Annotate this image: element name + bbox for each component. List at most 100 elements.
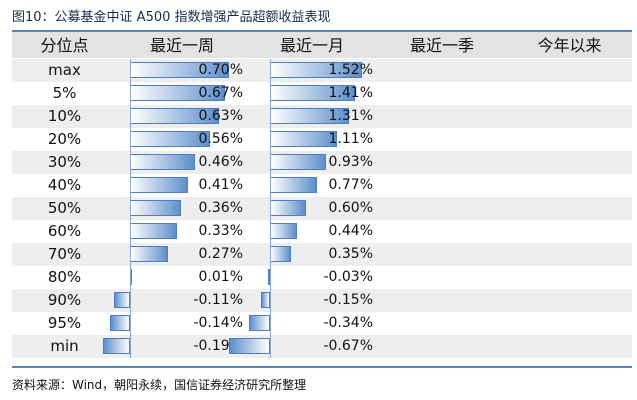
table-row: 90% -0.11% -0.15% (12, 289, 632, 312)
month-data-bar (270, 200, 307, 216)
table-row: 5% 0.67% 1.41% (12, 82, 632, 105)
month-value: -0.15% (323, 292, 373, 308)
percentile-label: 90% (47, 291, 82, 309)
week-cell: -0.14% (110, 312, 247, 335)
header-week: 最近一周 (149, 36, 214, 55)
week-cell: 0.46% (117, 151, 247, 174)
month-data-bar (249, 315, 270, 331)
month-cell: 0.77% (247, 174, 377, 197)
table-row: min -0.19% -0.67% (12, 335, 632, 358)
week-value: 0.67% (198, 85, 243, 101)
week-cell: 0.36% (117, 197, 247, 220)
table-row: 10% 0.63% 1.31% (12, 105, 632, 128)
percentile-label: 30% (47, 153, 82, 171)
month-value: -0.03% (323, 269, 373, 285)
month-value: 0.35% (328, 246, 373, 262)
week-cell: -0.11% (114, 289, 247, 312)
month-data-bar (270, 154, 327, 170)
bottom-rule (12, 366, 632, 368)
week-value: 0.01% (198, 269, 243, 285)
month-data-bar (270, 223, 297, 239)
table-row: 80% 0.01% -0.03% (12, 266, 632, 289)
week-data-bar (130, 223, 177, 239)
month-cell: 1.11% (247, 128, 377, 151)
week-value: 0.36% (198, 200, 243, 216)
month-value: -0.34% (323, 315, 373, 331)
source-note: 资料来源：Wind，朝阳永续，国信证券经济研究所整理 (12, 378, 307, 392)
week-data-bar (130, 177, 189, 193)
month-data-bar (260, 292, 270, 308)
percentile-label: 20% (47, 130, 82, 148)
week-value: 0.63% (198, 108, 243, 124)
week-data-bar (110, 315, 130, 331)
month-cell: -0.15% (247, 289, 377, 312)
week-value: 0.33% (198, 223, 243, 239)
table-row: 30% 0.46% 0.93% (12, 151, 632, 174)
month-data-bar (270, 131, 338, 147)
month-value: 1.31% (328, 108, 373, 124)
percentile-label: 95% (47, 314, 82, 332)
week-value: 0.46% (198, 154, 243, 170)
month-cell: -0.03% (247, 266, 377, 289)
table-row: 40% 0.41% 0.77% (12, 174, 632, 197)
month-data-bar (270, 246, 292, 262)
month-value: 0.44% (328, 223, 373, 239)
percentile-label: 70% (47, 245, 82, 263)
month-cell: -0.34% (247, 312, 377, 335)
week-data-bar (130, 154, 196, 170)
month-cell: 0.93% (247, 151, 377, 174)
month-value: 1.11% (328, 131, 373, 147)
month-data-bar (270, 177, 317, 193)
table-row: 95% -0.14% -0.34% (12, 312, 632, 335)
week-cell: 0.63% (117, 105, 247, 128)
week-zero-axis (130, 59, 131, 358)
month-cell: 1.31% (247, 105, 377, 128)
week-cell: 0.41% (117, 174, 247, 197)
figure-title: 图10：公募基金中证 A500 指数增强产品超额收益表现 (12, 10, 331, 25)
week-cell: 0.27% (117, 243, 247, 266)
table-row: 50% 0.36% 0.60% (12, 197, 632, 220)
week-data-bar (130, 200, 182, 216)
week-cell: 0.01% (117, 266, 247, 289)
percentile-label: 80% (47, 268, 82, 286)
month-data-bar (229, 338, 270, 354)
week-value: -0.11% (193, 292, 243, 308)
week-cell: 0.33% (117, 220, 247, 243)
table-row: max 0.70% 1.52% (12, 59, 632, 82)
week-data-bar (130, 246, 169, 262)
header-month: 最近一月 (279, 36, 344, 55)
week-value: 0.41% (198, 177, 243, 193)
week-cell: 0.56% (117, 128, 247, 151)
percentile-label: 10% (47, 107, 82, 125)
percentile-label: 60% (47, 222, 82, 240)
month-cell: 0.60% (247, 197, 377, 220)
week-data-bar (114, 292, 130, 308)
month-value: 0.93% (328, 154, 373, 170)
month-cell: 0.35% (247, 243, 377, 266)
header-ytd: 今年以来 (537, 36, 602, 55)
percentile-label: max (48, 61, 81, 79)
month-cell: -0.67% (229, 335, 377, 358)
month-cell: 0.44% (247, 220, 377, 243)
month-zero-axis (270, 59, 271, 358)
month-value: -0.67% (323, 338, 373, 354)
header-percentile: 分位点 (40, 36, 89, 55)
week-cell: 0.70% (117, 59, 247, 82)
week-cell: -0.19% (103, 335, 247, 358)
week-value: 0.70% (198, 62, 243, 78)
month-value: 1.41% (328, 85, 373, 101)
month-cell: 1.52% (247, 59, 377, 82)
percentile-label: 40% (47, 176, 82, 194)
table-row: 60% 0.33% 0.44% (12, 220, 632, 243)
week-value: -0.14% (193, 315, 243, 331)
month-value: 1.52% (328, 62, 373, 78)
month-value: 0.77% (328, 177, 373, 193)
month-data-bar (268, 269, 270, 285)
week-value: 0.27% (198, 246, 243, 262)
month-value: 0.60% (328, 200, 373, 216)
week-cell: 0.67% (117, 82, 247, 105)
percentile-label: min (50, 337, 79, 355)
percentile-label: 50% (47, 199, 82, 217)
header-band (12, 32, 632, 58)
top-rule (12, 30, 632, 32)
